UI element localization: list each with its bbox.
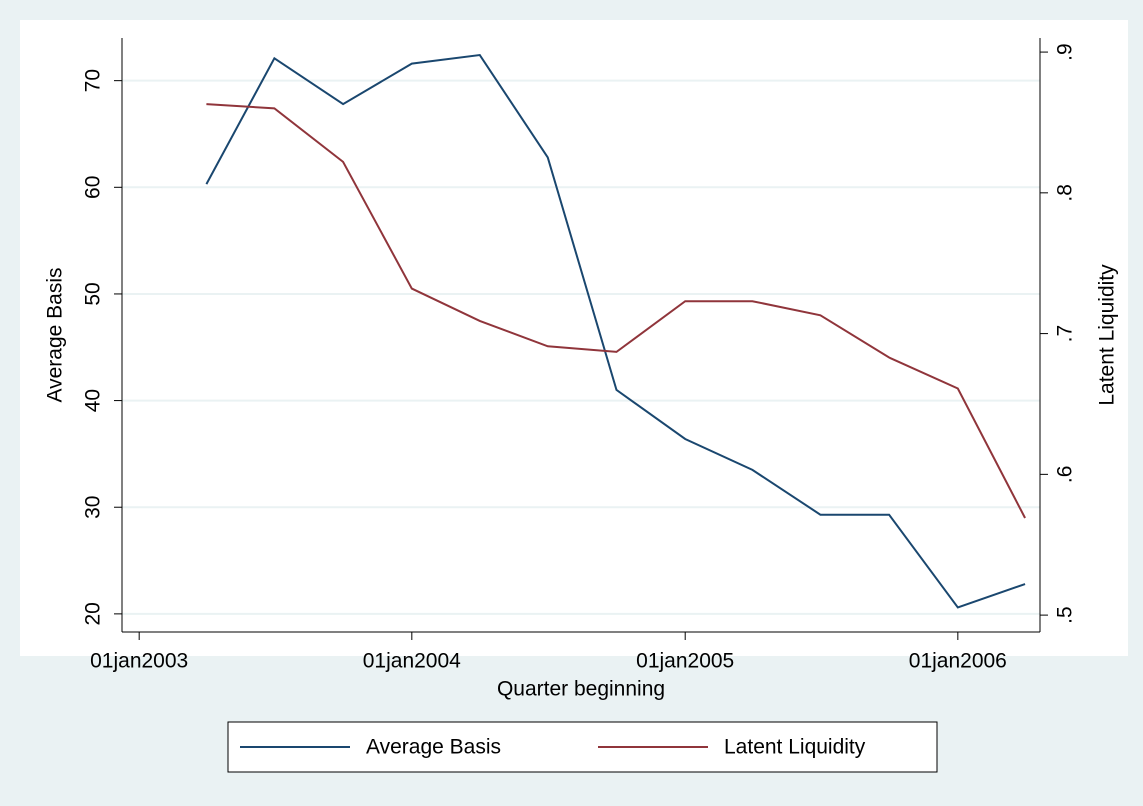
y-tick-label: 60 xyxy=(82,176,105,199)
y2-tick-label: .7 xyxy=(1054,325,1077,343)
x-tick-label: 01jan2004 xyxy=(363,650,461,673)
y-tick-label: 30 xyxy=(82,496,105,519)
y-tick-label: 20 xyxy=(82,602,105,625)
x-tick-label: 01jan2006 xyxy=(909,650,1007,673)
y2-tick-label: .8 xyxy=(1054,184,1077,202)
y2-tick-label: .9 xyxy=(1054,43,1077,61)
plot-background xyxy=(20,20,1128,656)
y-tick-label: 50 xyxy=(82,282,105,305)
y2-tick-label: .5 xyxy=(1054,606,1077,624)
y-axis-title: Average Basis xyxy=(44,267,67,402)
series-line xyxy=(206,103,1026,519)
y-tick-label: 40 xyxy=(82,389,105,412)
y-tick-label: 70 xyxy=(82,69,105,92)
legend-label: Latent Liquidity xyxy=(724,736,866,759)
x-axis-title: Quarter beginning xyxy=(497,678,665,701)
y2-axis-title: Latent Liquidity xyxy=(1096,264,1119,406)
series-line xyxy=(205,53,1026,609)
x-tick-label: 01jan2003 xyxy=(90,650,188,673)
y2-tick-label: .6 xyxy=(1054,466,1077,484)
x-tick-label: 01jan2005 xyxy=(636,650,734,673)
legend-label: Average Basis xyxy=(366,736,501,759)
